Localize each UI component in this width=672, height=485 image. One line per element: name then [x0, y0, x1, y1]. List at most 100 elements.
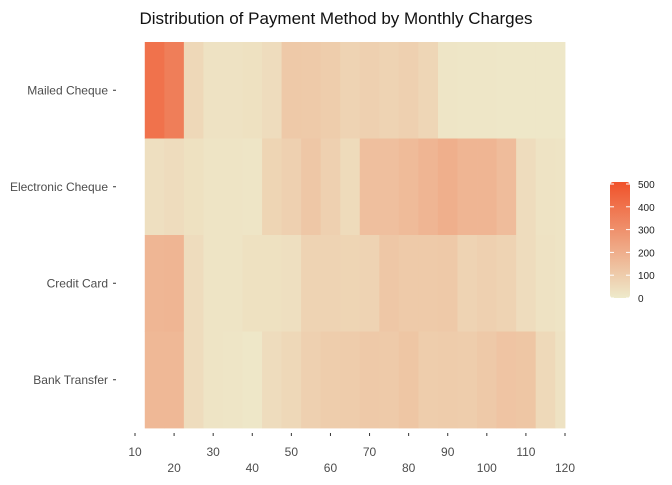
heatmap-cell — [516, 235, 537, 332]
heatmap-cell — [183, 235, 204, 332]
y-tick-label: Bank Transfer — [33, 373, 108, 387]
legend-tick-label: 0 — [638, 294, 644, 305]
y-tick-label: Credit Card — [47, 276, 108, 290]
heatmap-cell — [203, 331, 224, 429]
heatmap-cell — [222, 331, 243, 429]
x-tick-label: 80 — [402, 461, 416, 475]
heatmap-cell — [398, 331, 419, 429]
heatmap-cell — [340, 138, 361, 236]
heatmap-cell — [183, 42, 204, 139]
heatmap-cell — [535, 138, 556, 236]
heatmap-cell — [457, 331, 478, 429]
heatmap-cell — [144, 42, 165, 139]
heatmap-cell — [516, 138, 537, 236]
legend-tick-label: 200 — [638, 248, 655, 259]
heatmap-cell — [437, 42, 458, 139]
heatmap-cell — [262, 331, 282, 429]
heatmap-cell — [262, 42, 282, 139]
heatmap-cell — [555, 331, 566, 429]
heatmap-cell — [555, 138, 566, 236]
heatmap-cell — [222, 138, 243, 236]
chart-title: Distribution of Payment Method by Monthl… — [139, 9, 532, 28]
heatmap-cell — [437, 331, 458, 429]
heatmap-cell — [555, 235, 566, 332]
x-tick-label: 20 — [167, 461, 181, 475]
x-tick-label: 60 — [324, 461, 338, 475]
x-tick-label: 90 — [441, 445, 455, 459]
heatmap-cell — [301, 138, 322, 236]
heatmap-cell — [320, 42, 341, 139]
x-tick-label: 100 — [477, 461, 497, 475]
heatmap-cell — [242, 235, 263, 332]
heatmap-cell — [418, 235, 439, 332]
heatmap-cell — [320, 235, 341, 332]
x-axis: 10 30 50 70 90 110 20 40 60 80 100 120 — [128, 433, 575, 475]
legend-tick-label: 300 — [638, 226, 655, 237]
heatmap-cell — [203, 138, 224, 236]
heatmap-cell — [359, 138, 380, 236]
heatmap-cell — [340, 42, 361, 139]
heatmap-cell — [437, 138, 458, 236]
x-tick-label: 10 — [128, 445, 142, 459]
heatmap-cell — [320, 331, 341, 429]
heatmap-cell — [379, 331, 400, 429]
heatmap-cell — [242, 42, 263, 139]
heatmap-cell — [418, 331, 439, 429]
heatmap-cell — [477, 42, 497, 139]
heatmap-cell — [477, 138, 497, 236]
heatmap-cell — [301, 42, 322, 139]
legend-tick-label: 400 — [638, 203, 655, 214]
heatmap-cell — [477, 331, 497, 429]
x-tick-label: 40 — [246, 461, 260, 475]
heatmap-cell — [301, 331, 322, 429]
heatmap-cell — [262, 138, 282, 236]
heatmap-cell — [457, 235, 478, 332]
heatmap-cell — [144, 138, 165, 236]
heatmap-cell — [496, 331, 517, 429]
x-tick-label: 70 — [363, 445, 377, 459]
heatmap-cell — [222, 42, 243, 139]
y-tick-label: Electronic Cheque — [10, 180, 108, 194]
heatmap-cell — [242, 331, 263, 429]
heatmap-cell — [359, 331, 380, 429]
heatmap-cell — [242, 138, 263, 236]
heatmap-cell — [398, 42, 419, 139]
heatmap-cell — [379, 235, 400, 332]
heatmap-cell — [359, 235, 380, 332]
heatmap-cell — [516, 331, 537, 429]
heatmap-cell — [183, 138, 204, 236]
heatmap-cell — [477, 235, 497, 332]
heatmap-cell — [203, 235, 224, 332]
heatmap-cell — [535, 331, 556, 429]
heatmap-cell — [418, 42, 439, 139]
heatmap-cell — [359, 42, 380, 139]
x-tick-label: 50 — [285, 445, 299, 459]
x-tick-label: 110 — [516, 445, 535, 459]
heatmap-cell — [164, 331, 185, 429]
heatmap-cell — [398, 235, 419, 332]
heatmap-cell — [164, 42, 185, 139]
heatmap-cell — [164, 138, 185, 236]
heatmap-cell — [437, 235, 458, 332]
color-legend: 0 100 200 300 400 500 — [610, 180, 655, 305]
y-tick-label: Mailed Cheque — [27, 83, 108, 97]
heatmap-cell — [183, 331, 204, 429]
heatmap-cell — [281, 331, 302, 429]
heatmap-cell — [164, 235, 185, 332]
heatmap-cell — [379, 42, 400, 139]
heatmap-cell — [418, 138, 439, 236]
heatmap-cell — [457, 138, 478, 236]
heatmap-cell — [340, 331, 361, 429]
heatmap-cell — [301, 235, 322, 332]
heatmap-cell — [516, 42, 537, 139]
heatmap-cell — [144, 331, 165, 429]
heatmap-cell — [320, 138, 341, 236]
heatmap-cell — [203, 42, 224, 139]
heatmap-cell — [496, 235, 517, 332]
heatmap-cell — [457, 42, 478, 139]
y-axis: Mailed Cheque Electronic Cheque Credit Car… — [10, 83, 116, 387]
x-tick-label: 30 — [207, 445, 221, 459]
heatmap-cell — [222, 235, 243, 332]
